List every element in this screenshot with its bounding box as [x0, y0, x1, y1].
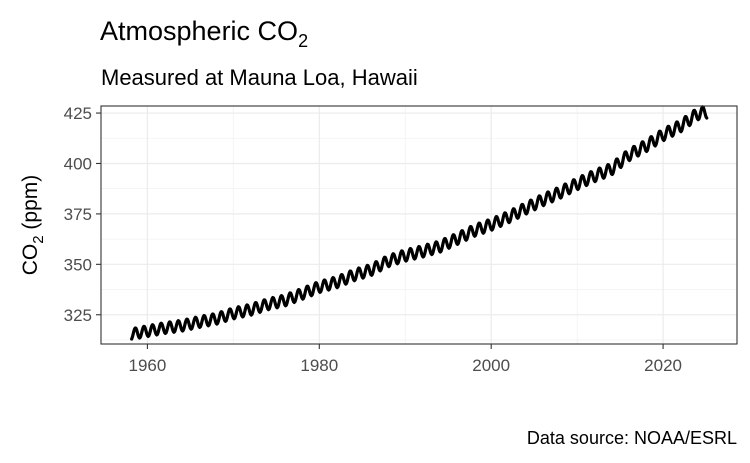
y-tick-label: 350: [64, 255, 92, 274]
plot-panel: [101, 106, 737, 344]
chart-subtitle: Measured at Mauna Loa, Hawaii: [101, 65, 418, 90]
y-axis-title: CO2 (ppm): [19, 175, 47, 276]
co2-series-line: [130, 105, 709, 341]
x-axis: 1960 1980 2000 2020: [128, 344, 682, 375]
x-tick-label: 1980: [300, 356, 338, 375]
y-tick-label: 325: [64, 306, 92, 325]
data-source-caption: Data source: NOAA/ESRL: [527, 428, 737, 448]
chart-title: Atmospheric CO2: [100, 16, 308, 51]
x-tick-label: 1960: [128, 356, 166, 375]
series-layer: [130, 105, 709, 341]
y-tick-label: 375: [64, 205, 92, 224]
y-tick-label: 425: [64, 104, 92, 123]
x-tick-label: 2000: [472, 356, 510, 375]
plot-border: [100, 105, 738, 345]
y-tick-label: 400: [64, 154, 92, 173]
y-axis: 325 350 375 400 425: [64, 104, 101, 325]
x-tick-label: 2020: [644, 356, 682, 375]
